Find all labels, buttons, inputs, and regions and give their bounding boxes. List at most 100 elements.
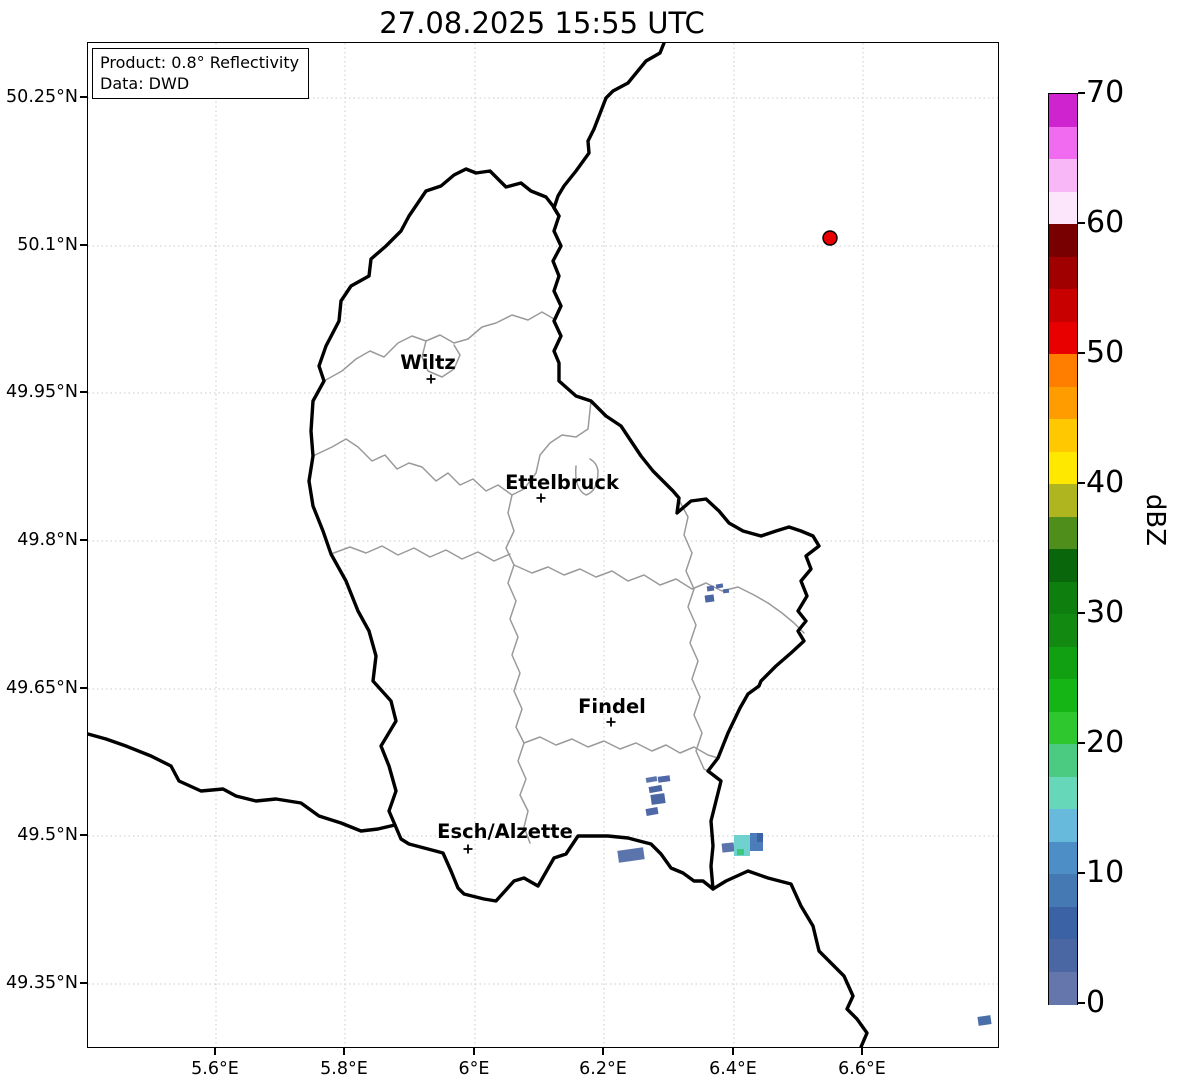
city-marker-cross	[426, 374, 436, 384]
y-axis-tick-label: 50.1°N	[17, 235, 78, 255]
colorbar-band	[1049, 419, 1077, 452]
canton-borders-group	[312, 311, 805, 844]
canton-border-path	[421, 340, 461, 378]
canton-border-path	[523, 736, 719, 759]
colorbar-band	[1049, 581, 1077, 615]
france-germany-border-path	[711, 869, 869, 1047]
colorbar-band	[1049, 776, 1077, 810]
city-marker-cross	[606, 717, 616, 727]
radar-echo	[757, 833, 763, 842]
x-axis-tickmark	[343, 1048, 345, 1055]
y-axis-tick-label: 49.35°N	[6, 973, 78, 993]
colorbar-band	[1049, 516, 1077, 550]
radar-echo	[715, 583, 724, 589]
canton-border-path	[678, 499, 709, 772]
canton-border-path	[505, 494, 531, 844]
colorbar-tickmark	[1078, 872, 1085, 874]
colorbar-band	[1049, 841, 1077, 875]
canton-border-path	[574, 458, 599, 496]
colorbar-band	[1049, 451, 1077, 485]
city-marker-cross	[536, 493, 546, 503]
colorbar-band	[1049, 354, 1077, 387]
colorbar-tickmark	[1078, 92, 1085, 94]
city-label: Findel	[578, 695, 646, 718]
colorbar-tickmark	[1078, 482, 1085, 484]
colorbar-tickmark	[1078, 612, 1085, 614]
colorbar-band	[1049, 484, 1077, 517]
x-axis-tickmark	[214, 1048, 216, 1055]
radar-echo	[722, 588, 730, 594]
y-axis-tickmark	[80, 687, 87, 689]
city-label: Wiltz	[400, 351, 456, 374]
colorbar-band	[1049, 94, 1077, 127]
x-axis-tickmark	[732, 1048, 734, 1055]
colorbar-tick-label: 20	[1086, 725, 1125, 760]
canton-border-path	[330, 545, 511, 562]
radar-site-group	[822, 230, 838, 246]
x-axis-tick-label: 6.2°E	[579, 1059, 627, 1079]
luxembourg-radar-map: Wiltz Ettelbruck Findel Esch/Alzette	[88, 43, 998, 1047]
map-plot-area: Wiltz Ettelbruck Findel Esch/Alzette Produc…	[87, 42, 999, 1048]
radar-echo	[704, 594, 715, 603]
y-axis-tickmark	[80, 834, 87, 836]
radar-site-dot	[822, 230, 838, 246]
colorbar-tick-label: 40	[1086, 465, 1125, 500]
colorbar-band	[1049, 224, 1077, 257]
radar-echo	[977, 1015, 992, 1026]
y-axis-tickmark	[80, 96, 87, 98]
x-axis-tick-label: 6°E	[458, 1059, 490, 1079]
radar-echo	[645, 807, 659, 816]
colorbar-tick-label: 60	[1086, 205, 1125, 240]
colorbar-band	[1049, 289, 1077, 322]
radar-echo	[737, 849, 744, 855]
country-borders-group	[88, 43, 869, 1047]
colorbar-band	[1049, 646, 1077, 680]
colorbar-tickmark	[1078, 742, 1085, 744]
y-axis-tickmark	[80, 539, 87, 541]
colorbar-band	[1049, 321, 1077, 355]
radar-echo	[721, 842, 735, 853]
product-info-line2: Data: DWD	[100, 74, 190, 93]
x-axis-tick-label: 6.4°E	[709, 1059, 757, 1079]
colorbar-band	[1049, 191, 1077, 225]
colorbar-band	[1049, 711, 1077, 745]
y-axis-tickmark	[80, 982, 87, 984]
colorbar-tick-label: 70	[1086, 75, 1125, 110]
x-axis-tick-label: 5.6°E	[191, 1059, 239, 1079]
radar-echoes-group	[617, 583, 992, 1026]
city-label: Ettelbruck	[505, 471, 620, 494]
colorbar-band	[1049, 809, 1077, 842]
colorbar-tickmark	[1078, 352, 1085, 354]
colorbar-tick-label: 10	[1086, 855, 1125, 890]
colorbar-tickmark	[1078, 1002, 1085, 1004]
colorbar-band	[1049, 971, 1077, 1005]
y-axis-tick-label: 49.5°N	[17, 825, 78, 845]
colorbar-band	[1049, 939, 1077, 972]
product-info-line1: Product: 0.8° Reflectivity	[100, 53, 300, 72]
radar-echo	[645, 776, 658, 783]
canton-border-path	[323, 311, 555, 382]
colorbar-tickmark	[1078, 222, 1085, 224]
luxembourg-border-path	[307, 167, 821, 903]
colorbar-band	[1049, 906, 1077, 940]
y-axis-tickmark	[80, 244, 87, 246]
colorbar-band	[1049, 874, 1077, 907]
colorbar-band	[1049, 256, 1077, 290]
radar-echo	[650, 793, 666, 805]
x-axis-tickmark	[473, 1048, 475, 1055]
reflectivity-colorbar	[1048, 93, 1078, 1005]
colorbar-band	[1049, 614, 1077, 647]
colorbar-axis-label: dBZ	[1140, 493, 1170, 547]
belgium-france-border-path	[88, 732, 397, 833]
x-axis-tickmark	[602, 1048, 604, 1055]
colorbar-band	[1049, 744, 1077, 777]
canton-border-path	[312, 400, 592, 496]
belgium-germany-border-path	[552, 43, 666, 218]
y-axis-tick-label: 49.65°N	[6, 678, 78, 698]
colorbar-band	[1049, 386, 1077, 420]
x-axis-tick-label: 5.8°E	[320, 1059, 368, 1079]
city-labels-group: Wiltz Ettelbruck Findel Esch/Alzette	[400, 351, 646, 854]
x-axis-tickmark	[861, 1048, 863, 1055]
canton-border-path	[513, 564, 805, 634]
